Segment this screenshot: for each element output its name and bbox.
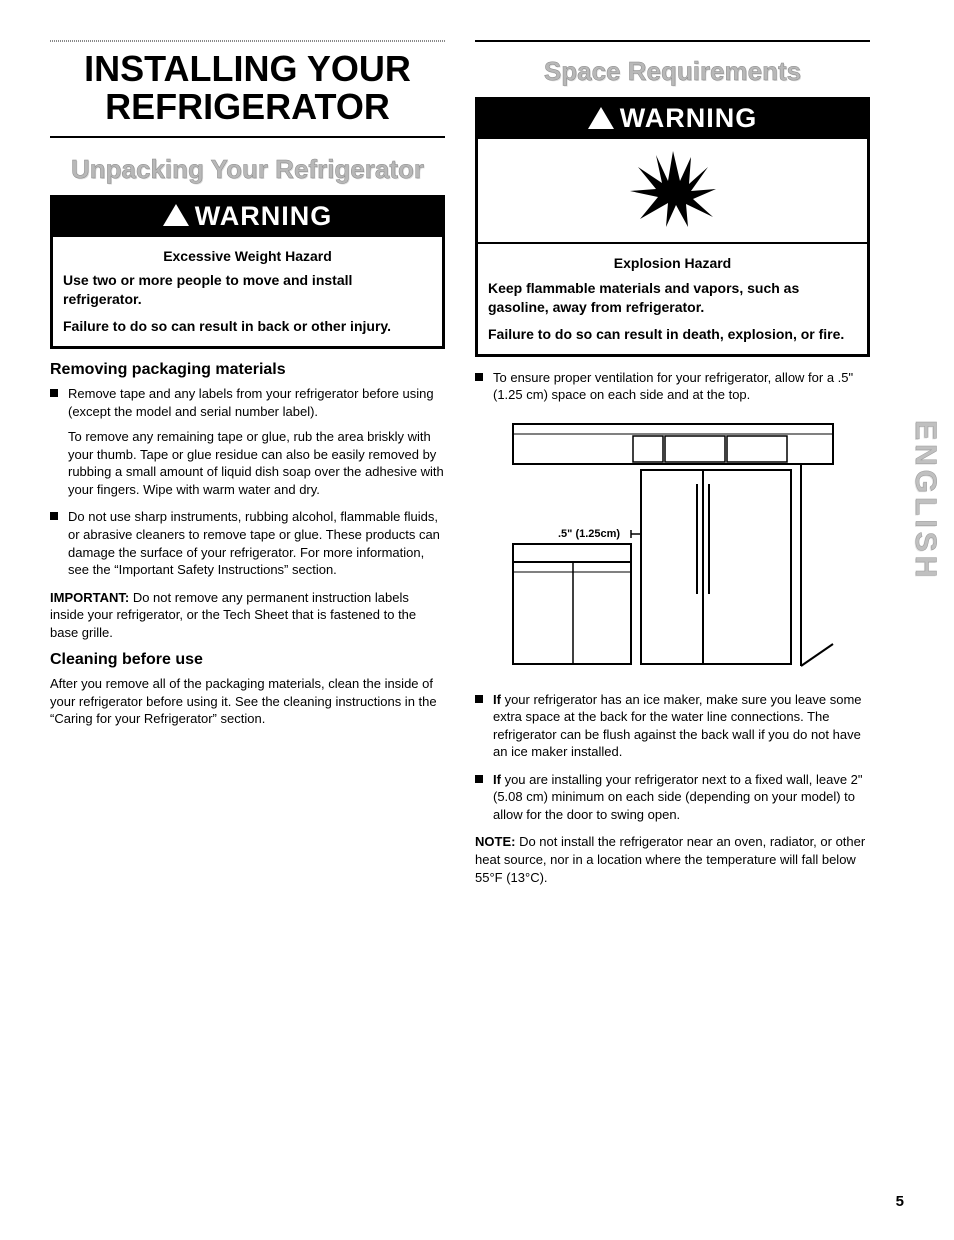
removing-heading: Removing packaging materials [50, 361, 445, 379]
warning-triangle-icon [588, 107, 614, 129]
bullet-text: your refrigerator has an ice maker, make… [493, 692, 862, 760]
warning-body-right: Explosion Hazard Keep flammable material… [478, 244, 867, 354]
language-tab: ENGLISH [908, 420, 942, 581]
list-item: To ensure proper ventilation for your re… [475, 369, 870, 404]
bullet-bold: If [493, 692, 501, 707]
note-paragraph: NOTE: Do not install the refrigerator ne… [475, 833, 870, 886]
warning-line2-left: Failure to do so can result in back or o… [63, 317, 432, 336]
warning-header-right: WARNING [478, 100, 867, 139]
warning-line1-left: Use two or more people to move and insta… [63, 271, 432, 309]
bullet-text: To remove any remaining tape or glue, ru… [68, 428, 445, 498]
main-title-line2: REFRIGERATOR [105, 86, 390, 127]
warning-header-text: WARNING [195, 201, 333, 232]
diagram-label: .5" (1.25cm) [558, 528, 620, 540]
warning-body-left: Excessive Weight Hazard Use two or more … [53, 237, 442, 347]
page-columns: INSTALLING YOUR REFRIGERATOR Unpacking Y… [50, 40, 914, 896]
bullet-text: Remove tape and any labels from your ref… [68, 385, 445, 420]
warning-header-left: WARNING [53, 198, 442, 237]
warning-triangle-icon [163, 204, 189, 226]
main-title-line1: INSTALLING YOUR [84, 48, 411, 89]
warning-line2-right: Failure to do so can result in death, ex… [488, 325, 857, 344]
refrigerator-diagram-svg: .5" (1.25cm) [503, 414, 843, 674]
right-column: Space Requirements WARNING Explosion Haz… [475, 40, 870, 896]
note-label: NOTE: [475, 834, 515, 849]
space-diagram: .5" (1.25cm) [475, 414, 870, 679]
explosion-icon-zone [478, 139, 867, 242]
warning-box-excessive-weight: WARNING Excessive Weight Hazard Use two … [50, 195, 445, 350]
warning-box-explosion: WARNING Explosion Hazard Keep flammable … [475, 97, 870, 357]
list-item: Do not use sharp instruments, rubbing al… [50, 508, 445, 578]
left-column: INSTALLING YOUR REFRIGERATOR Unpacking Y… [50, 40, 445, 896]
bullet-text: Do not use sharp instruments, rubbing al… [68, 508, 445, 578]
unpacking-subtitle: Unpacking Your Refrigerator [50, 154, 445, 185]
list-item: Remove tape and any labels from your ref… [50, 385, 445, 498]
bullet-text: To ensure proper ventilation for your re… [493, 370, 853, 403]
hazard-title-right: Explosion Hazard [488, 254, 857, 273]
important-label: IMPORTANT: [50, 590, 129, 605]
hazard-title-left: Excessive Weight Hazard [63, 247, 432, 266]
title-underline [50, 136, 445, 138]
list-item: If your refrigerator has an ice maker, m… [475, 691, 870, 761]
warning-line1-right: Keep flammable materials and vapors, suc… [488, 279, 857, 317]
page-number: 5 [896, 1193, 904, 1210]
top-rule-left [50, 40, 445, 42]
space-bullets-mid: If your refrigerator has an ice maker, m… [475, 691, 870, 824]
important-paragraph: IMPORTANT: Do not remove any permanent i… [50, 589, 445, 642]
cleaning-text: After you remove all of the packaging ma… [50, 675, 445, 728]
explosion-icon [628, 149, 718, 229]
main-title: INSTALLING YOUR REFRIGERATOR [50, 50, 445, 126]
cleaning-heading: Cleaning before use [50, 651, 445, 669]
bullet-bold: If [493, 772, 501, 787]
removing-bullets: Remove tape and any labels from your ref… [50, 385, 445, 578]
list-item: If you are installing your refrigerator … [475, 771, 870, 824]
note-text: Do not install the refrigerator near an … [475, 834, 865, 884]
space-bullets-top: To ensure proper ventilation for your re… [475, 369, 870, 404]
space-subtitle: Space Requirements [475, 56, 870, 87]
warning-header-text: WARNING [620, 103, 758, 134]
bullet-text: you are installing your refrigerator nex… [493, 772, 863, 822]
top-rule-right [475, 40, 870, 42]
